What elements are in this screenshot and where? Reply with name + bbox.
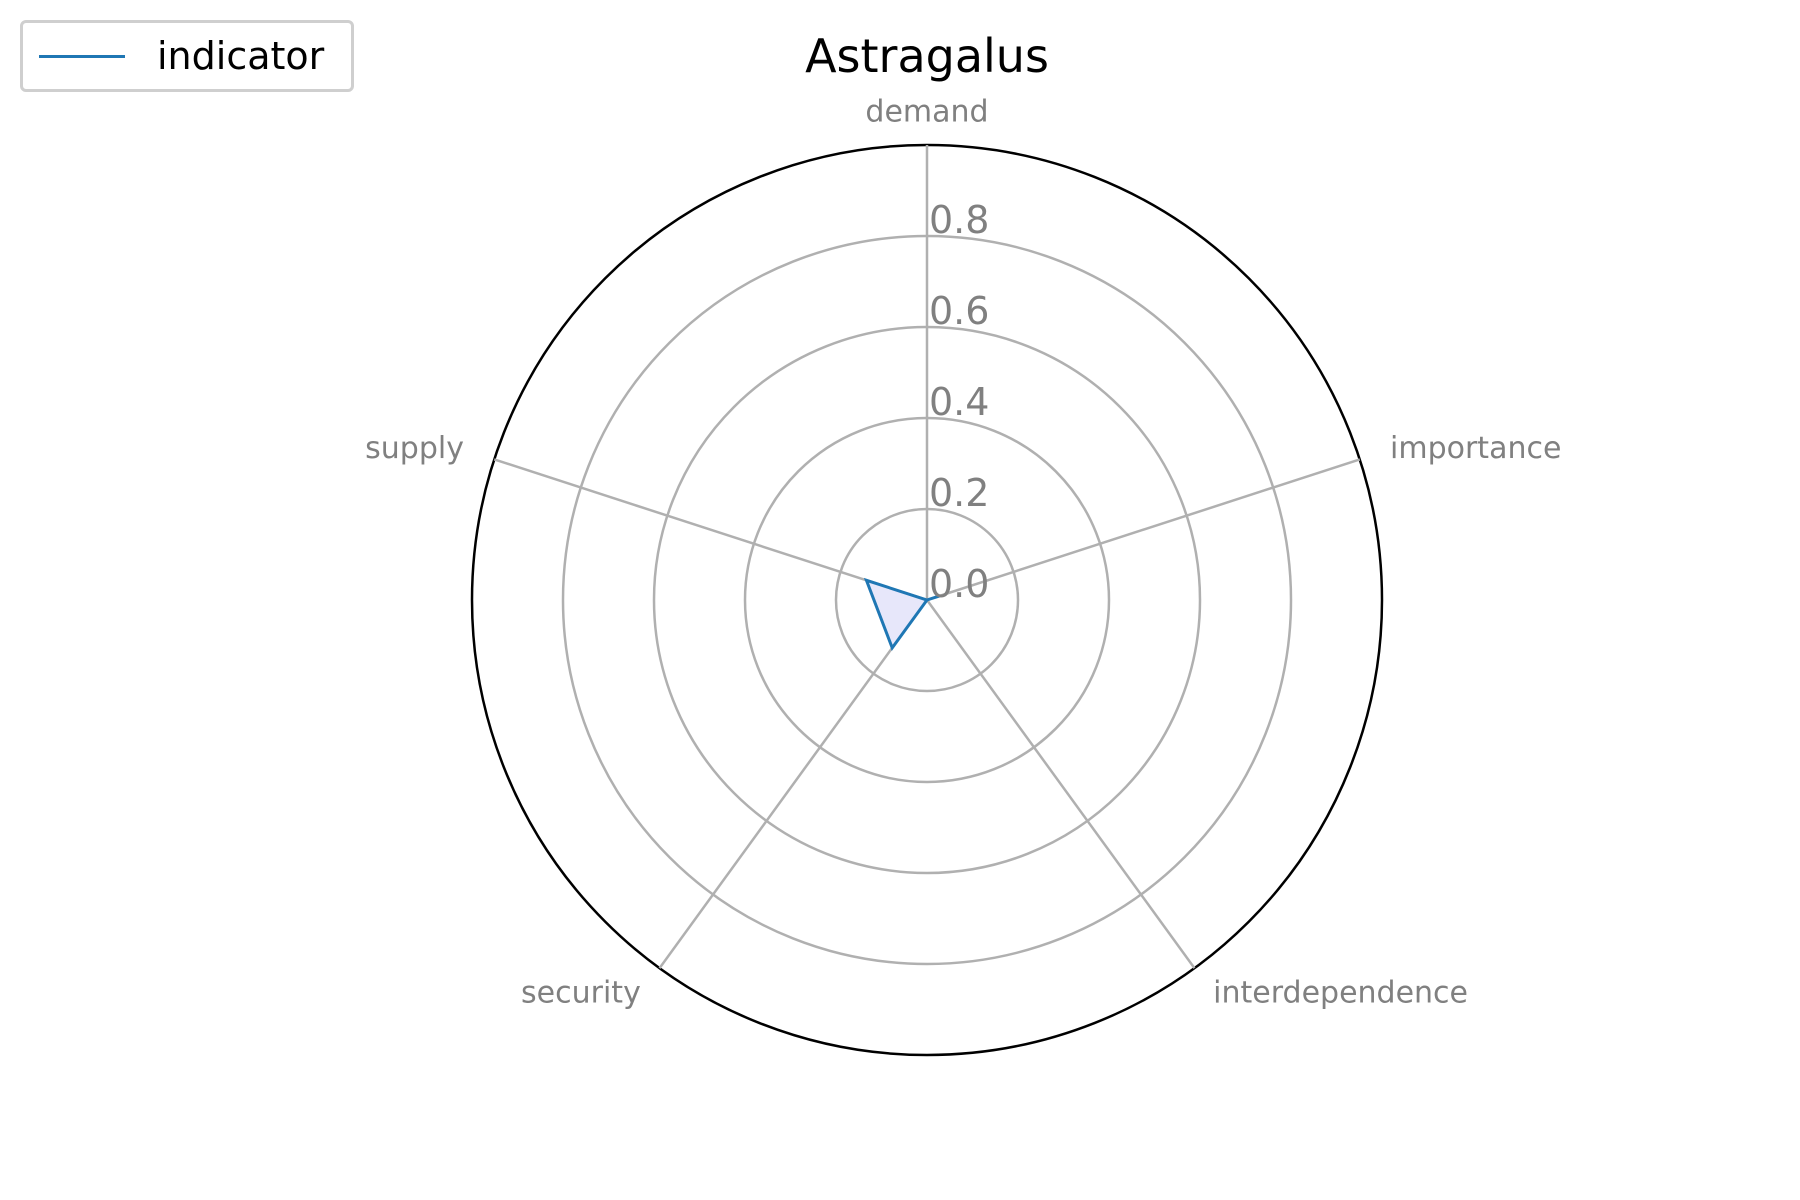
data-point-interdependence — [926, 599, 928, 601]
axis-label-importance: importance — [1390, 431, 1561, 466]
data-point-security — [891, 647, 893, 649]
legend-line-swatch — [39, 54, 125, 58]
spoke-importance — [926, 458, 1361, 602]
r-tick-label-2: 0.4 — [929, 380, 989, 424]
r-tick-label-3: 0.6 — [929, 289, 989, 333]
radar-series — [863, 577, 941, 651]
axis-label-supply: supply — [365, 431, 464, 466]
r-tick-label-1: 0.2 — [929, 471, 989, 515]
radar-labels: 0.0 0.2 0.4 0.6 0.8 demand importance interdepe… — [365, 95, 1561, 1011]
axis-label-security: security — [521, 975, 641, 1010]
r-tick-label-4: 0.8 — [929, 198, 989, 242]
legend-label: indicator — [157, 34, 325, 78]
data-point-supply — [865, 579, 867, 581]
series-line-0 — [863, 577, 941, 651]
series-fill-0 — [866, 580, 940, 648]
data-point-importance — [939, 595, 941, 597]
r-tick-label-0: 0.0 — [929, 562, 989, 606]
legend: indicator — [20, 20, 354, 92]
chart-title: Astragalus — [805, 29, 1049, 83]
axis-label-demand: demand — [865, 95, 988, 130]
spoke-security — [658, 599, 929, 969]
axis-label-interdependence: interdependence — [1213, 975, 1468, 1010]
spoke-interdependence — [925, 599, 1196, 969]
spoke-supply — [493, 458, 928, 602]
radar-spokes — [493, 145, 1361, 969]
